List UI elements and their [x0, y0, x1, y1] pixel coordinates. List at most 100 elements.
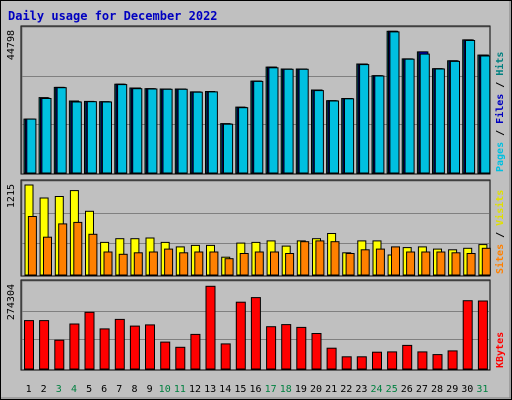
bar-pages-day-1 — [26, 118, 37, 174]
bar-sites-day-23 — [360, 249, 370, 276]
bar-pages-day-21 — [328, 100, 339, 174]
x-tick-label: 8 — [131, 384, 137, 395]
bar-pages-day-13 — [207, 91, 218, 174]
bar-pages-day-24 — [374, 75, 385, 174]
bar-kbytes-day-27 — [417, 351, 428, 370]
legend-entry: Files — [494, 94, 506, 124]
bar-kbytes-day-26 — [402, 344, 413, 370]
bar-kbytes-day-29 — [447, 350, 458, 370]
bar-pages-day-28 — [434, 68, 445, 174]
bar-pages-day-30 — [465, 40, 476, 174]
legend-entry: Hits — [494, 52, 506, 76]
bar-sites-day-25 — [391, 246, 400, 276]
bar-kbytes-day-7 — [114, 318, 125, 370]
x-tick-label: 24 — [370, 384, 382, 395]
bar-pages-day-2 — [41, 98, 52, 174]
x-tick-label: 23 — [355, 384, 367, 395]
series-sites — [27, 216, 491, 276]
bar-sites-day-30 — [466, 253, 476, 276]
legend-entry: Sites — [494, 244, 506, 274]
x-tick-label: 31 — [476, 384, 488, 395]
bar-pages-day-29 — [449, 60, 460, 174]
bar-pages-day-18 — [283, 68, 294, 174]
bar-kbytes-day-21 — [326, 347, 337, 370]
bar-sites-day-16 — [254, 251, 264, 276]
bar-kbytes-day-17 — [266, 326, 277, 370]
bar-kbytes-day-25 — [387, 351, 398, 370]
bar-kbytes-day-11 — [175, 346, 186, 370]
legend-entry: Visits — [494, 190, 506, 226]
bar-pages-day-7 — [117, 84, 128, 174]
bar-pages-day-8 — [132, 88, 143, 174]
x-tick-label: 14 — [219, 384, 231, 395]
bar-sites-day-5 — [88, 233, 98, 276]
x-tick-label: 3 — [56, 384, 62, 395]
bar-kbytes-day-14 — [220, 343, 231, 370]
chart-panels: 44798 Pages / Files / Hits 1215 Sites / Vis… — [6, 25, 506, 371]
legend-entry: Pages — [495, 142, 506, 172]
bar-pages-day-5 — [86, 101, 97, 174]
bar-kbytes-day-19 — [296, 326, 307, 370]
bar-pages-day-27 — [419, 53, 430, 174]
bar-sites-day-28 — [436, 251, 446, 276]
x-tick-label: 10 — [159, 384, 171, 395]
bar-sites-day-18 — [285, 253, 295, 276]
bar-pages-day-26 — [404, 58, 415, 174]
bar-kbytes-day-24 — [372, 351, 382, 370]
bar-kbytes-day-20 — [311, 333, 322, 370]
x-tick-label: 2 — [41, 384, 47, 395]
legend-entry: / — [495, 76, 506, 94]
bar-pages-day-16 — [253, 80, 264, 174]
legend-kbytes: KBytes — [495, 332, 506, 368]
panel-pages-files-hits: 44798 Pages / Files / Hits — [6, 25, 506, 175]
legend-pages-files-hits: Pages / Files / Hits — [494, 52, 506, 172]
bar-sites-day-7 — [118, 253, 128, 276]
bar-sites-day-2 — [43, 236, 52, 276]
bar-pages-day-14 — [223, 123, 234, 174]
x-tick-label: 6 — [101, 384, 107, 395]
bar-pages-day-23 — [359, 64, 370, 174]
bar-sites-day-24 — [375, 248, 385, 276]
bar-sites-day-4 — [73, 221, 83, 276]
x-tick-label: 28 — [431, 384, 443, 395]
panel-sites-visits: 1215 Sites / Visits — [6, 179, 506, 277]
x-tick-label: 18 — [280, 384, 292, 395]
bar-pages-day-11 — [177, 88, 188, 174]
x-tick-label: 15 — [234, 384, 246, 395]
bar-kbytes-day-2 — [39, 320, 50, 370]
y-axis-max-label: 44798 — [6, 30, 17, 60]
legend-entry: / — [495, 124, 506, 142]
series-pages — [26, 31, 491, 174]
x-tick-label: 29 — [446, 384, 458, 395]
bar-sites-day-17 — [270, 251, 279, 276]
x-tick-label: 20 — [310, 384, 322, 395]
bar-sites-day-6 — [103, 251, 113, 276]
x-tick-label: 5 — [86, 384, 92, 395]
bar-kbytes-day-23 — [356, 356, 367, 370]
legend-sites-visits: Sites / Visits — [494, 190, 506, 274]
x-tick-label: 7 — [116, 384, 122, 395]
bar-pages-day-20 — [313, 90, 324, 174]
bar-kbytes-day-31 — [477, 300, 488, 370]
x-tick-label: 4 — [71, 384, 77, 395]
bar-sites-day-27 — [421, 251, 431, 276]
bar-sites-day-19 — [300, 241, 310, 276]
bar-kbytes-day-18 — [281, 324, 292, 370]
bar-kbytes-day-3 — [54, 339, 65, 370]
bar-sites-day-26 — [406, 251, 416, 276]
bar-pages-day-17 — [268, 67, 279, 174]
bar-sites-day-3 — [58, 223, 68, 276]
bar-kbytes-day-16 — [250, 297, 261, 370]
bar-sites-day-14 — [224, 258, 234, 276]
bar-kbytes-day-6 — [99, 328, 110, 370]
bar-sites-day-22 — [345, 253, 355, 276]
bar-kbytes-day-9 — [145, 324, 155, 370]
bar-sites-day-21 — [330, 241, 340, 276]
bar-sites-day-15 — [239, 253, 249, 276]
bar-kbytes-day-13 — [205, 285, 216, 370]
x-tick-label: 12 — [189, 384, 201, 395]
legend-entry: / — [495, 226, 506, 244]
bar-pages-day-19 — [298, 68, 309, 174]
bar-pages-day-9 — [147, 88, 158, 174]
